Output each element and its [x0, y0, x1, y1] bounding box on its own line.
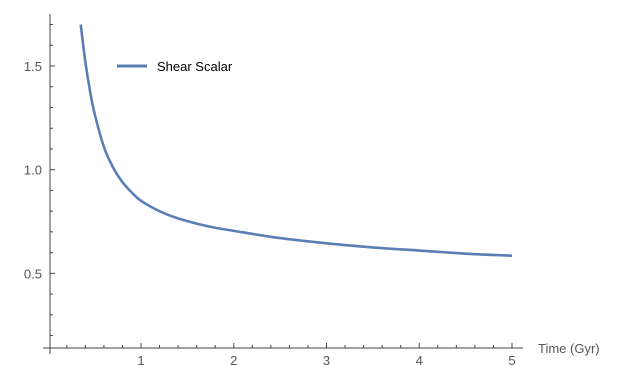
y-tick-label: 1.0	[24, 163, 42, 178]
x-tick-label: 4	[416, 353, 423, 365]
x-tick-label: 1	[137, 353, 144, 365]
x-tick-label: 2	[230, 353, 237, 365]
x-axis-label: Time (Gyr)	[538, 341, 600, 356]
legend-label: Shear Scalar	[157, 59, 233, 74]
x-tick-label: 3	[323, 353, 330, 365]
legend: Shear Scalar	[117, 59, 233, 74]
x-tick-label: 5	[508, 353, 515, 365]
y-tick-label: 1.5	[24, 59, 42, 74]
series-line-shear-scalar	[79, 24, 513, 258]
y-tick-label: 0.5	[24, 266, 42, 281]
